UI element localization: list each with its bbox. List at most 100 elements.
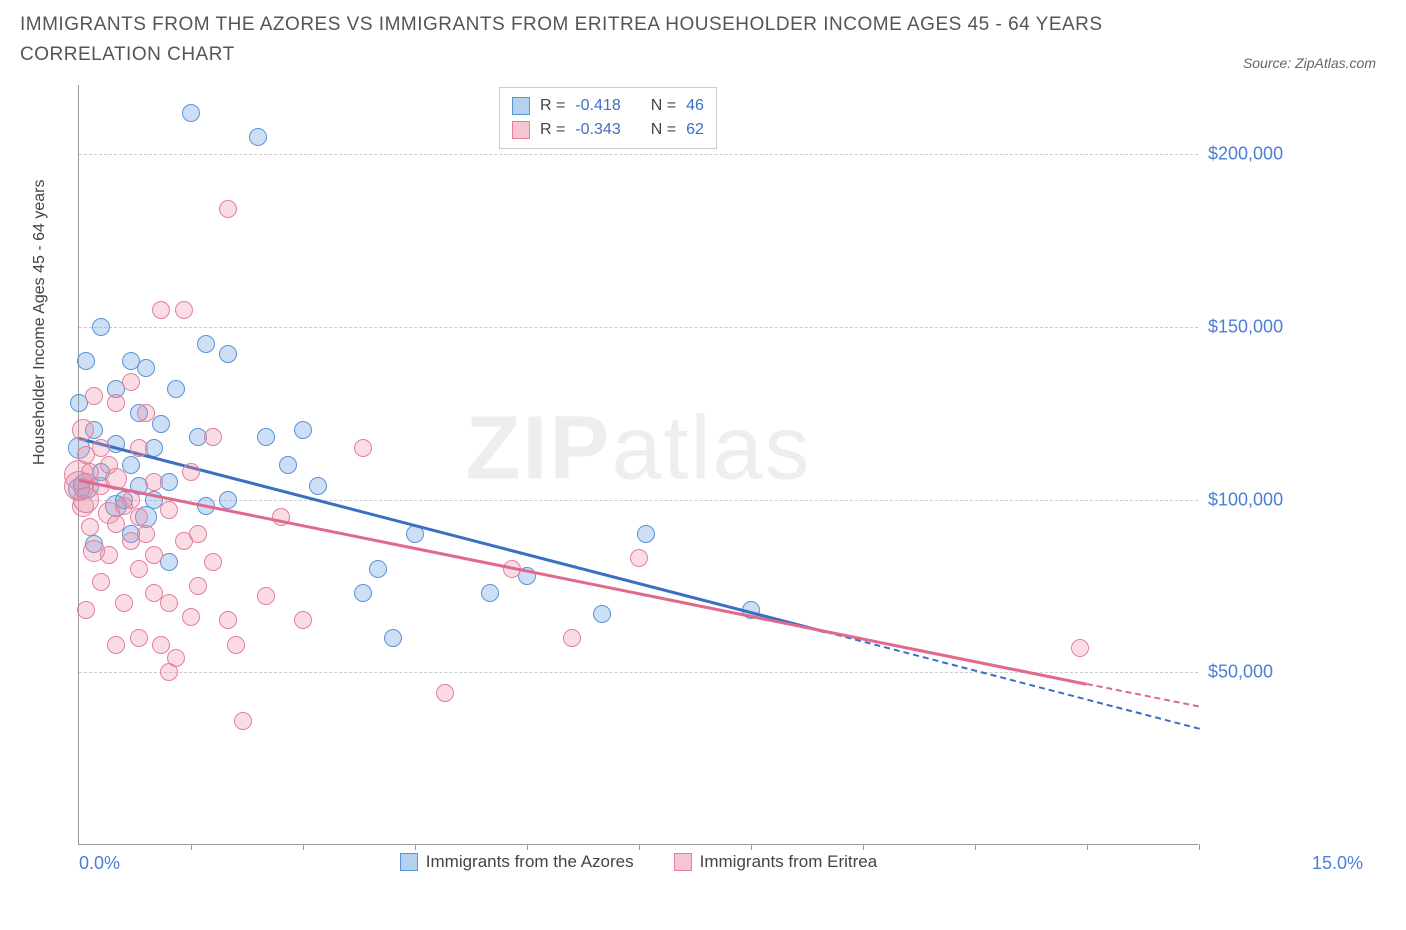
data-point bbox=[175, 301, 193, 319]
data-point bbox=[152, 301, 170, 319]
n-value: 46 bbox=[686, 94, 704, 118]
trend-line bbox=[79, 479, 1087, 685]
data-point bbox=[85, 387, 103, 405]
x-tick bbox=[639, 844, 640, 850]
r-label: R = bbox=[540, 118, 565, 142]
legend-stat-row: R = -0.343 N = 62 bbox=[512, 118, 704, 142]
legend-swatch bbox=[512, 121, 530, 139]
watermark: ZIPatlas bbox=[465, 398, 811, 501]
data-point bbox=[160, 594, 178, 612]
gridline bbox=[79, 500, 1198, 501]
data-point bbox=[630, 549, 648, 567]
y-tick-label: $150,000 bbox=[1208, 316, 1368, 337]
data-point bbox=[152, 415, 170, 433]
data-point bbox=[167, 649, 185, 667]
data-point bbox=[219, 200, 237, 218]
n-value: 62 bbox=[686, 118, 704, 142]
legend-label: Immigrants from the Azores bbox=[426, 852, 634, 872]
data-point bbox=[92, 318, 110, 336]
data-point bbox=[189, 525, 207, 543]
data-point bbox=[436, 684, 454, 702]
data-point bbox=[137, 359, 155, 377]
correlation-legend: R = -0.418N = 46R = -0.343 N = 62 bbox=[499, 87, 717, 149]
data-point bbox=[1071, 639, 1089, 657]
data-point bbox=[309, 477, 327, 495]
legend-label: Immigrants from Eritrea bbox=[700, 852, 878, 872]
data-point bbox=[160, 501, 178, 519]
legend-swatch bbox=[512, 97, 530, 115]
legend-stat-row: R = -0.418N = 46 bbox=[512, 94, 704, 118]
x-tick bbox=[303, 844, 304, 850]
data-point bbox=[100, 546, 118, 564]
data-point bbox=[92, 573, 110, 591]
data-point bbox=[107, 636, 125, 654]
x-tick bbox=[1199, 844, 1200, 850]
data-point bbox=[481, 584, 499, 602]
x-tick bbox=[751, 844, 752, 850]
data-point bbox=[81, 518, 99, 536]
data-point bbox=[182, 463, 200, 481]
data-point bbox=[354, 584, 372, 602]
data-point bbox=[167, 380, 185, 398]
x-tick bbox=[1087, 844, 1088, 850]
n-label: N = bbox=[651, 118, 676, 142]
data-point bbox=[204, 553, 222, 571]
x-tick-max: 15.0% bbox=[1312, 853, 1363, 874]
r-value: -0.343 bbox=[575, 118, 620, 142]
data-point bbox=[182, 104, 200, 122]
x-tick bbox=[975, 844, 976, 850]
series-legend: Immigrants from the Azores Immigrants fro… bbox=[79, 852, 1198, 876]
chart-title: IMMIGRANTS FROM THE AZORES VS IMMIGRANTS… bbox=[20, 10, 1120, 71]
data-point bbox=[197, 335, 215, 353]
legend-swatch bbox=[674, 853, 692, 871]
legend-item: Immigrants from Eritrea bbox=[674, 852, 878, 872]
data-point bbox=[145, 473, 163, 491]
y-tick-label: $50,000 bbox=[1208, 662, 1368, 683]
data-point bbox=[384, 629, 402, 647]
trend-line-dashed bbox=[825, 631, 1199, 730]
data-point bbox=[219, 491, 237, 509]
data-point bbox=[107, 515, 125, 533]
scatter-plot: ZIPatlas R = -0.418N = 46R = -0.343 N = 6… bbox=[78, 85, 1198, 845]
data-point bbox=[637, 525, 655, 543]
data-point bbox=[219, 611, 237, 629]
data-point bbox=[279, 456, 297, 474]
data-point bbox=[130, 439, 148, 457]
x-tick bbox=[863, 844, 864, 850]
data-point bbox=[294, 421, 312, 439]
data-point bbox=[152, 636, 170, 654]
legend-item: Immigrants from the Azores bbox=[400, 852, 634, 872]
x-tick bbox=[415, 844, 416, 850]
data-point bbox=[130, 508, 148, 526]
data-point bbox=[130, 629, 148, 647]
data-point bbox=[593, 605, 611, 623]
y-tick-label: $100,000 bbox=[1208, 489, 1368, 510]
data-point bbox=[227, 636, 245, 654]
data-point bbox=[130, 560, 148, 578]
source-attribution: Source: ZipAtlas.com bbox=[1243, 55, 1386, 71]
data-point bbox=[182, 608, 200, 626]
data-point bbox=[115, 594, 133, 612]
legend-swatch bbox=[400, 853, 418, 871]
data-point bbox=[77, 601, 95, 619]
data-point bbox=[354, 439, 372, 457]
data-point bbox=[294, 611, 312, 629]
gridline bbox=[79, 154, 1198, 155]
data-point bbox=[249, 128, 267, 146]
data-point bbox=[72, 419, 94, 441]
y-tick-label: $200,000 bbox=[1208, 144, 1368, 165]
x-tick bbox=[191, 844, 192, 850]
data-point bbox=[122, 373, 140, 391]
data-point bbox=[204, 428, 222, 446]
r-label: R = bbox=[540, 94, 565, 118]
data-point bbox=[257, 587, 275, 605]
y-axis-label: Householder Income Ages 45 - 64 years bbox=[31, 180, 49, 466]
data-point bbox=[219, 345, 237, 363]
data-point bbox=[234, 712, 252, 730]
data-point bbox=[92, 439, 110, 457]
data-point bbox=[107, 394, 125, 412]
data-point bbox=[563, 629, 581, 647]
data-point bbox=[257, 428, 275, 446]
gridline bbox=[79, 327, 1198, 328]
chart-area: Householder Income Ages 45 - 64 years ZI… bbox=[50, 85, 1380, 875]
